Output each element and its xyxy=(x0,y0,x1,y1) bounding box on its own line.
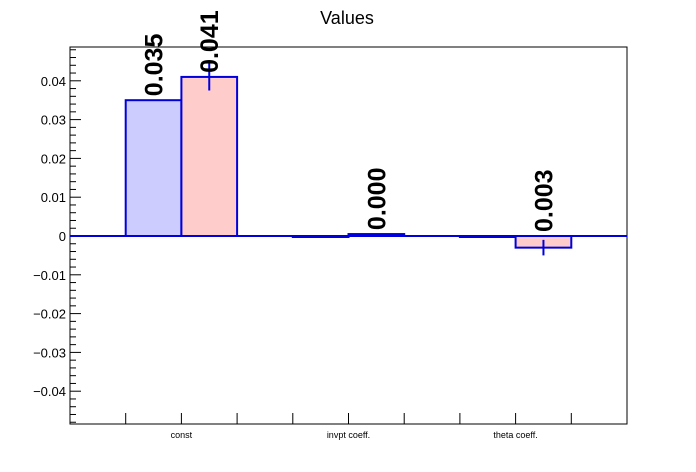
x-category-label: invpt coeff. xyxy=(327,430,370,440)
y-tick-label: 0 xyxy=(59,229,66,244)
y-tick-label: 0.02 xyxy=(41,151,66,166)
bar xyxy=(124,99,183,237)
y-tick-label: −0.01 xyxy=(33,268,66,283)
y-tick-label: 0.03 xyxy=(41,113,66,128)
x-category-label: const xyxy=(171,430,193,440)
chart-title: Values xyxy=(320,8,374,28)
data-label: 0.035 xyxy=(141,34,169,97)
plot-area: 0.04 0.03 0.02 0.01 0 −0.01 −0.02 −0.03 −0.04 con… xyxy=(33,10,628,440)
data-label: 0.000 xyxy=(363,167,391,230)
bar xyxy=(180,75,239,237)
y-tick-label: 0.01 xyxy=(41,190,66,205)
data-label: 0.003 xyxy=(530,169,558,232)
data-label: 0.041 xyxy=(196,10,224,73)
y-tick-label: 0.04 xyxy=(41,74,66,89)
y-tick-label: −0.02 xyxy=(33,307,66,322)
y-tick-label: −0.03 xyxy=(33,345,66,360)
y-tick-label: −0.04 xyxy=(33,384,66,399)
x-category-label: theta coeff. xyxy=(493,430,537,440)
